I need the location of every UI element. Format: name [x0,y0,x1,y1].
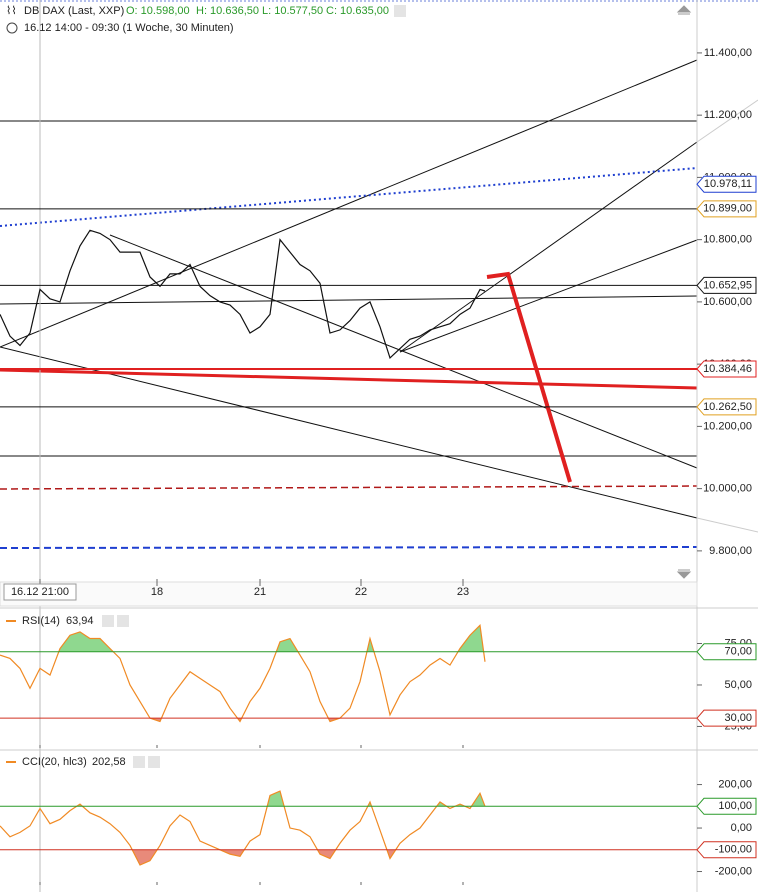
cci-current: 202,58 [92,756,126,768]
crosshair-label-box [3,583,77,601]
trend-line [399,239,698,353]
trend-line [0,295,698,305]
threshold-fill [0,625,485,652]
level-box [696,709,757,727]
y-tick-label: 50,00 [724,679,752,691]
x-tick-label: 23 [457,586,469,598]
close-button[interactable] [117,615,129,627]
close-button[interactable] [148,756,160,768]
level-box [696,200,757,218]
red-dashed [0,485,698,490]
trend-lines [0,59,758,549]
level-box [696,398,757,416]
x-tick-label: 22 [355,586,367,598]
ohlc-close: C: 10.635,00 [326,5,389,17]
red-trend [0,368,698,390]
extension [696,99,758,143]
trend-line [109,234,698,469]
y-tick-label: 10.600,00 [703,296,752,308]
y-tick-label: 10.000,00 [703,483,752,495]
level-label: 10.899,00 [703,203,752,215]
blue-dashed [0,546,698,549]
settings-button[interactable] [133,756,145,768]
y-tick-label: 11.200,00 [704,109,752,121]
extension [696,517,758,533]
chart-icon: ⌇⌇ [6,5,17,17]
series-line [0,790,486,866]
series-line [0,229,486,359]
level-label: 10.652,95 [703,279,752,291]
dotted-trend [0,167,698,227]
level-label: 30,00 [724,712,752,724]
settings-button[interactable] [394,5,406,17]
y-tick-label: 200,00 [718,778,752,790]
trend-line [399,141,698,353]
rsi-title: RSI(14) [22,615,60,627]
scroll-down[interactable] [676,569,692,579]
ohlc-low: L: 10.577,50 [262,5,323,17]
channel-line [0,346,698,519]
level-label: 100,00 [718,800,752,812]
chart-title: DB DAX (Last, XXP) [24,5,124,17]
level-box [696,797,757,815]
level-label: 10.384,46 [703,363,752,375]
y-tick-label: 0,00 [731,822,752,834]
ohlc-open: O: 10.598,00 [126,5,190,17]
channel-line [0,59,698,348]
ohlc-high: H: 10.636,50 [196,5,259,17]
forecast-arrow [486,271,572,483]
level-box [696,175,757,193]
cci-title: CCI(20, hlc3) [22,756,87,768]
level-box [696,360,757,378]
y-tick-label: 11.400,00 [704,47,752,59]
rsi-current: 63,94 [66,615,94,627]
period: 16.12 14:00 - 09:30 (1 Woche, 30 Minuten… [24,22,234,34]
y-tick-label: 10.200,00 [703,420,752,432]
level-label: 10.978,11 [704,178,752,190]
settings-button[interactable] [102,615,114,627]
level-box [696,841,757,859]
y-tick-label: 9.800,00 [709,545,752,557]
threshold-fill [0,791,485,807]
threshold-fill [0,849,485,865]
level-label: -100,00 [715,844,752,856]
y-tick-label: 10.800,00 [703,234,752,246]
y-tick-label: -200,00 [715,865,752,877]
x-tick-label: 21 [254,586,266,598]
clock-icon [6,22,18,34]
x-tick-label: 16.12 21:00 [11,586,69,598]
level-box [696,276,757,294]
time-axis [0,581,698,607]
level-label: 10.262,50 [703,401,752,413]
scroll-up[interactable] [676,5,692,15]
series-line [0,623,486,723]
level-box [696,643,757,661]
level-label: 70,00 [724,646,752,658]
x-tick-label: 18 [151,586,163,598]
